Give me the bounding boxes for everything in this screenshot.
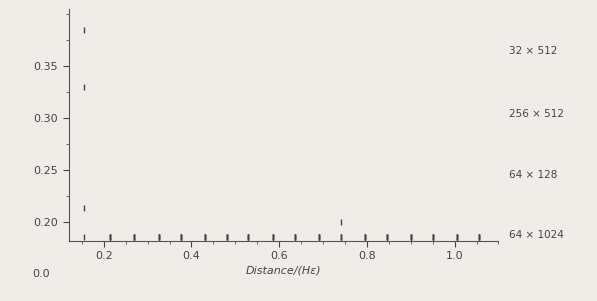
256 × 512 bbox=[81, 85, 88, 89]
32 × 512 bbox=[223, 235, 230, 238]
64 × 1024 bbox=[315, 235, 322, 238]
32 × 512 bbox=[81, 28, 88, 32]
256 × 512 bbox=[315, 235, 322, 238]
64 × 128 bbox=[429, 235, 436, 238]
64 × 128 bbox=[383, 235, 390, 238]
64 × 1024 bbox=[223, 235, 230, 238]
64 × 128 bbox=[361, 235, 368, 238]
64 × 128 bbox=[475, 235, 482, 238]
256 × 512 bbox=[177, 235, 184, 238]
64 × 1024 bbox=[201, 235, 208, 238]
32 × 512 bbox=[155, 235, 162, 238]
256 × 512 bbox=[453, 235, 460, 238]
256 × 512 bbox=[291, 235, 298, 238]
64 × 128 bbox=[223, 235, 230, 238]
64 × 128 bbox=[453, 235, 460, 238]
64 × 128 bbox=[337, 220, 344, 224]
32 × 512 bbox=[269, 235, 276, 238]
64 × 1024 bbox=[155, 235, 162, 238]
256 × 512 bbox=[155, 235, 162, 238]
64 × 1024 bbox=[245, 235, 252, 238]
32 × 512 bbox=[475, 235, 482, 238]
256 × 512 bbox=[429, 235, 436, 238]
64 × 1024 bbox=[475, 235, 482, 238]
256 × 512 bbox=[383, 235, 390, 238]
64 × 128 bbox=[245, 235, 252, 238]
64 × 1024 bbox=[383, 235, 390, 238]
Text: 64 × 128: 64 × 128 bbox=[509, 169, 558, 180]
256 × 512 bbox=[407, 235, 414, 238]
Text: 0.0: 0.0 bbox=[32, 268, 50, 279]
32 × 512 bbox=[245, 235, 252, 238]
64 × 1024 bbox=[131, 235, 138, 238]
32 × 512 bbox=[383, 235, 390, 238]
256 × 512 bbox=[245, 235, 252, 238]
X-axis label: Distance/(Hε): Distance/(Hε) bbox=[246, 265, 321, 275]
64 × 128 bbox=[291, 235, 298, 238]
64 × 1024 bbox=[429, 235, 436, 238]
64 × 128 bbox=[315, 235, 322, 238]
32 × 512 bbox=[107, 235, 114, 238]
64 × 1024 bbox=[177, 235, 184, 238]
64 × 128 bbox=[81, 206, 88, 209]
256 × 512 bbox=[131, 235, 138, 238]
32 × 512 bbox=[407, 235, 414, 238]
256 × 512 bbox=[107, 235, 114, 238]
256 × 512 bbox=[223, 235, 230, 238]
64 × 128 bbox=[269, 235, 276, 238]
Line: 64 × 128: 64 × 128 bbox=[81, 204, 482, 240]
32 × 512 bbox=[337, 235, 344, 238]
Text: 64 × 1024: 64 × 1024 bbox=[509, 230, 564, 240]
64 × 1024 bbox=[361, 235, 368, 238]
Line: 64 × 1024: 64 × 1024 bbox=[81, 233, 482, 240]
32 × 512 bbox=[201, 235, 208, 238]
64 × 128 bbox=[177, 235, 184, 238]
Text: 32 × 512: 32 × 512 bbox=[509, 46, 558, 56]
256 × 512 bbox=[269, 235, 276, 238]
256 × 512 bbox=[201, 235, 208, 238]
64 × 1024 bbox=[407, 235, 414, 238]
256 × 512 bbox=[337, 235, 344, 238]
32 × 512 bbox=[177, 235, 184, 238]
32 × 512 bbox=[361, 235, 368, 238]
32 × 512 bbox=[131, 235, 138, 238]
32 × 512 bbox=[291, 235, 298, 238]
32 × 512 bbox=[315, 235, 322, 238]
64 × 1024 bbox=[269, 235, 276, 238]
Text: 256 × 512: 256 × 512 bbox=[509, 109, 564, 119]
64 × 128 bbox=[131, 235, 138, 238]
64 × 1024 bbox=[337, 235, 344, 238]
256 × 512 bbox=[475, 235, 482, 238]
64 × 1024 bbox=[81, 235, 88, 238]
32 × 512 bbox=[453, 235, 460, 238]
64 × 1024 bbox=[453, 235, 460, 238]
64 × 1024 bbox=[291, 235, 298, 238]
256 × 512 bbox=[361, 235, 368, 238]
64 × 128 bbox=[201, 235, 208, 238]
Line: 32 × 512: 32 × 512 bbox=[81, 26, 482, 240]
64 × 1024 bbox=[107, 235, 114, 238]
Line: 256 × 512: 256 × 512 bbox=[81, 83, 482, 240]
64 × 128 bbox=[407, 235, 414, 238]
32 × 512 bbox=[429, 235, 436, 238]
64 × 128 bbox=[107, 235, 114, 238]
64 × 128 bbox=[155, 235, 162, 238]
